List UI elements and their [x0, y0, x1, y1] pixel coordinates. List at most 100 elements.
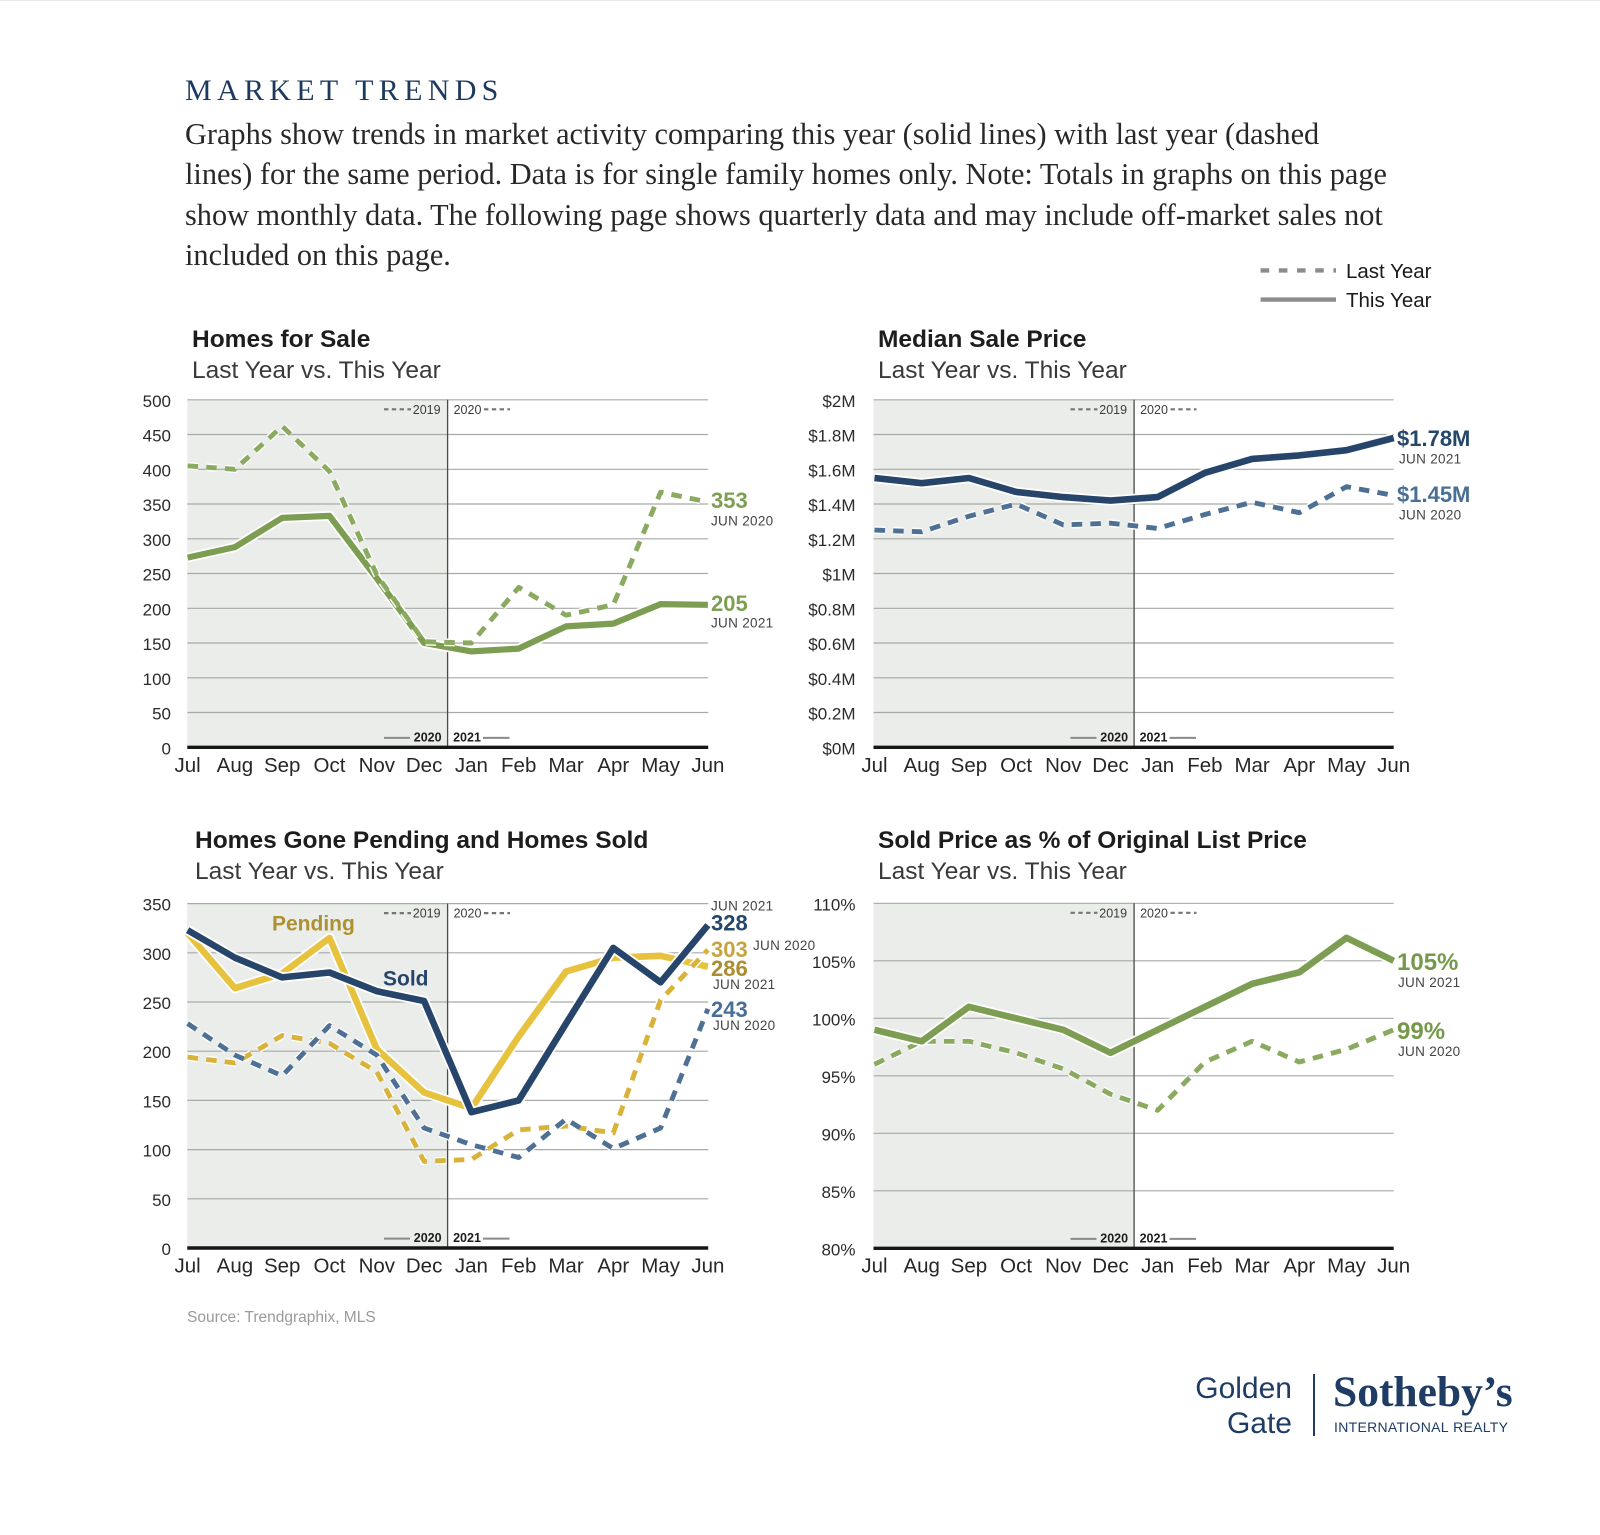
svg-text:Source: Trendgraphix, MLS: Source: Trendgraphix, MLS — [187, 1309, 376, 1326]
svg-text:2021: 2021 — [453, 1231, 481, 1245]
svg-text:Homes Gone Pending and Homes S: Homes Gone Pending and Homes Sold — [195, 827, 648, 854]
svg-text:205: 205 — [711, 591, 748, 616]
svg-text:JUN 2020: JUN 2020 — [711, 514, 773, 529]
svg-text:50: 50 — [152, 1191, 171, 1210]
svg-text:$1.2M: $1.2M — [808, 531, 855, 550]
svg-text:Jul: Jul — [861, 1255, 887, 1278]
svg-text:2020: 2020 — [1140, 403, 1168, 417]
svg-text:243: 243 — [711, 997, 748, 1022]
svg-text:Feb: Feb — [501, 754, 536, 777]
svg-text:Mar: Mar — [548, 1255, 583, 1278]
svg-text:Nov: Nov — [359, 754, 396, 777]
svg-text:$0.2M: $0.2M — [808, 705, 855, 724]
svg-text:Dec: Dec — [406, 1255, 442, 1278]
svg-text:$0.6M: $0.6M — [808, 635, 855, 654]
svg-text:328: 328 — [711, 911, 748, 936]
svg-text:$1.45M: $1.45M — [1397, 482, 1470, 507]
svg-text:Dec: Dec — [406, 754, 442, 777]
svg-text:Apr: Apr — [597, 1255, 629, 1278]
svg-text:JUN 2020: JUN 2020 — [713, 1018, 775, 1033]
svg-text:May: May — [1327, 754, 1366, 777]
svg-text:Jul: Jul — [861, 754, 887, 777]
svg-text:286: 286 — [711, 956, 748, 981]
svg-text:Apr: Apr — [597, 754, 629, 777]
svg-text:Sep: Sep — [264, 1255, 300, 1278]
svg-text:450: 450 — [143, 427, 171, 446]
svg-text:Median Sale Price: Median Sale Price — [878, 326, 1086, 353]
svg-text:80%: 80% — [821, 1240, 855, 1259]
svg-text:Jan: Jan — [455, 1255, 488, 1278]
svg-text:Jun: Jun — [691, 1255, 724, 1278]
svg-text:2021: 2021 — [1140, 730, 1168, 744]
svg-text:Pending: Pending — [272, 913, 355, 936]
svg-text:Apr: Apr — [1283, 1255, 1315, 1278]
svg-text:Sep: Sep — [951, 754, 987, 777]
svg-text:Jun: Jun — [1377, 1255, 1410, 1278]
svg-text:Oct: Oct — [1000, 1255, 1032, 1278]
svg-text:95%: 95% — [821, 1068, 855, 1087]
svg-text:150: 150 — [143, 635, 171, 654]
svg-text:$0.8M: $0.8M — [808, 600, 855, 619]
svg-text:2020: 2020 — [1140, 906, 1168, 920]
svg-text:Oct: Oct — [314, 1255, 346, 1278]
svg-text:This Year: This Year — [1346, 289, 1432, 312]
svg-text:2019: 2019 — [413, 907, 441, 921]
svg-text:250: 250 — [143, 566, 171, 585]
svg-text:Jan: Jan — [1141, 754, 1174, 777]
svg-text:105%: 105% — [1397, 949, 1458, 976]
svg-text:Last Year vs. This Year: Last Year vs. This Year — [878, 858, 1127, 885]
svg-text:2020: 2020 — [454, 907, 482, 921]
svg-text:$0.4M: $0.4M — [808, 670, 855, 689]
svg-text:Jan: Jan — [455, 754, 488, 777]
svg-text:Jul: Jul — [174, 1255, 200, 1278]
svg-text:350: 350 — [143, 896, 171, 915]
svg-text:Apr: Apr — [1283, 754, 1315, 777]
svg-text:Feb: Feb — [501, 1255, 536, 1278]
svg-text:May: May — [1327, 1255, 1366, 1278]
svg-text:2019: 2019 — [413, 403, 441, 417]
svg-text:Dec: Dec — [1092, 754, 1128, 777]
svg-text:90%: 90% — [821, 1125, 855, 1144]
svg-text:100: 100 — [143, 1142, 171, 1161]
svg-text:99%: 99% — [1397, 1018, 1445, 1045]
svg-text:2020: 2020 — [1100, 730, 1128, 744]
svg-text:Mar: Mar — [1234, 754, 1269, 777]
svg-text:Mar: Mar — [548, 754, 583, 777]
svg-text:$1.78M: $1.78M — [1397, 426, 1470, 451]
svg-text:Last Year vs. This Year: Last Year vs. This Year — [192, 357, 441, 384]
svg-text:Oct: Oct — [314, 754, 346, 777]
svg-text:Jan: Jan — [1141, 1255, 1174, 1278]
svg-text:JUN 2020: JUN 2020 — [753, 938, 815, 953]
svg-text:JUN 2020: JUN 2020 — [1399, 508, 1461, 523]
svg-text:Last Year: Last Year — [1346, 260, 1432, 283]
svg-text:2021: 2021 — [1140, 1231, 1168, 1245]
svg-text:JUN 2021: JUN 2021 — [711, 616, 773, 631]
svg-text:Nov: Nov — [359, 1255, 396, 1278]
svg-text:$0M: $0M — [822, 739, 855, 758]
svg-text:Sold Price as % of Original Li: Sold Price as % of Original List Price — [878, 827, 1307, 854]
svg-text:Dec: Dec — [1092, 1255, 1128, 1278]
svg-text:$2M: $2M — [822, 392, 855, 411]
svg-text:0: 0 — [162, 739, 171, 758]
svg-text:Mar: Mar — [1234, 1255, 1269, 1278]
svg-text:303: 303 — [711, 937, 748, 962]
svg-text:Sold: Sold — [383, 968, 429, 991]
svg-text:Last Year vs. This Year: Last Year vs. This Year — [195, 858, 444, 885]
svg-text:2019: 2019 — [1099, 403, 1127, 417]
svg-text:200: 200 — [143, 600, 171, 619]
svg-text:2020: 2020 — [1100, 1231, 1128, 1245]
svg-text:JUN 2021: JUN 2021 — [711, 899, 773, 914]
svg-text:2020: 2020 — [414, 1231, 442, 1245]
svg-text:$1.4M: $1.4M — [808, 496, 855, 515]
svg-text:100: 100 — [143, 670, 171, 689]
svg-text:Last Year vs. This Year: Last Year vs. This Year — [878, 357, 1127, 384]
svg-text:$1M: $1M — [822, 566, 855, 585]
svg-text:Aug: Aug — [903, 754, 939, 777]
svg-text:May: May — [641, 1255, 680, 1278]
svg-text:300: 300 — [143, 531, 171, 550]
svg-text:JUN 2021: JUN 2021 — [1399, 452, 1461, 467]
svg-text:Sep: Sep — [951, 1255, 987, 1278]
svg-text:300: 300 — [143, 945, 171, 964]
svg-text:350: 350 — [143, 496, 171, 515]
svg-text:$1.6M: $1.6M — [808, 461, 855, 480]
